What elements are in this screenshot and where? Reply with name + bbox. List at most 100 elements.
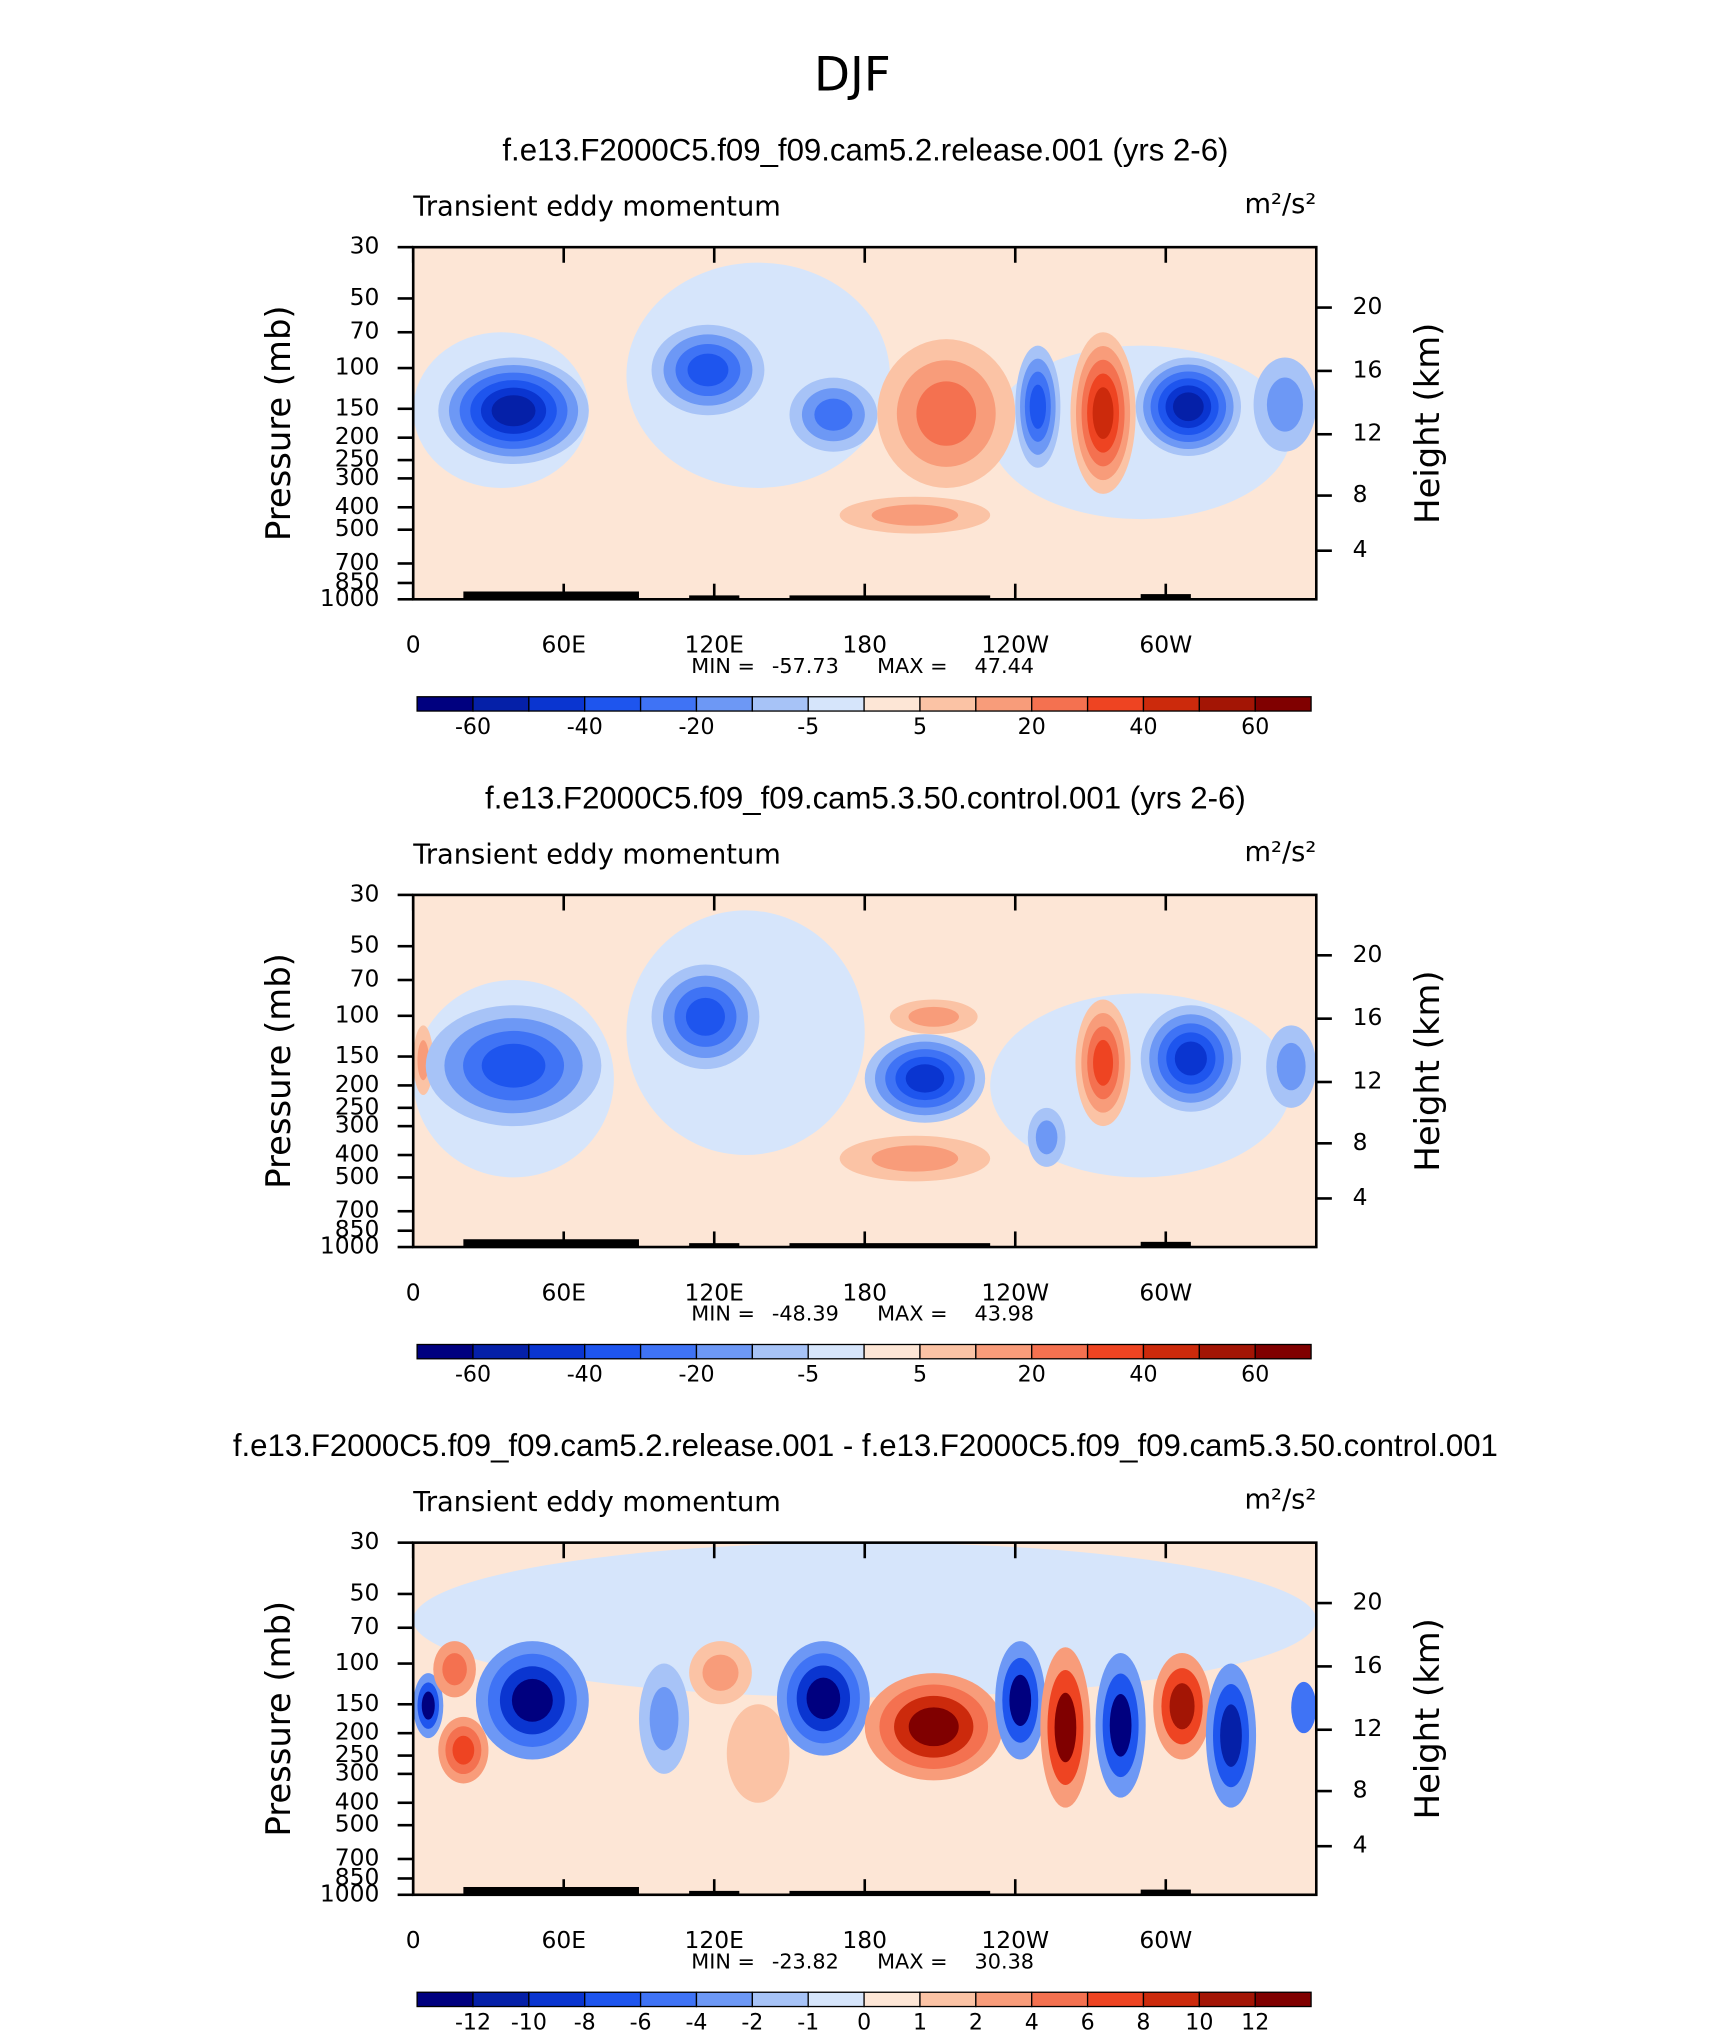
colorbar-box <box>639 1991 698 2008</box>
colorbar-box <box>975 1991 1033 2008</box>
colorbar-label: 5 <box>913 715 927 740</box>
colorbar-box <box>919 696 977 712</box>
colorbar-label: 20 <box>1018 1363 1046 1388</box>
colorbar-box <box>1254 1991 1312 2008</box>
y2-tick-label: 4 <box>1353 1831 1368 1859</box>
topography <box>563 591 639 600</box>
y2-axis-label: Height (km) <box>1408 1618 1447 1819</box>
left-label: Transient eddy momentum <box>412 1487 781 1518</box>
colorbar-label: -4 <box>685 2010 707 2035</box>
x-tick-label: 60E <box>541 631 586 659</box>
colorbar-box <box>584 696 642 712</box>
contour-field <box>413 894 1317 1248</box>
y-tick-label: 400 <box>335 1787 380 1815</box>
x-tick-label: 120W <box>981 1926 1049 1954</box>
colorbar-box <box>1142 1343 1200 1360</box>
colorbar-box <box>416 1991 474 2008</box>
contour-field <box>413 1542 1317 1895</box>
topography <box>789 1890 991 1895</box>
colorbar-box <box>863 1343 921 1360</box>
x-tick-label: 120E <box>685 1926 744 1954</box>
y2-tick-label: 16 <box>1353 1651 1383 1679</box>
x-tick-label: 60E <box>541 1278 586 1306</box>
colorbar-box <box>807 1991 865 2008</box>
contour-region <box>481 1043 546 1088</box>
colorbar-label: -20 <box>678 715 714 740</box>
contour-region <box>687 353 729 387</box>
colorbar-label: 60 <box>1241 715 1269 740</box>
topography <box>789 595 991 600</box>
colorbar-label: 2 <box>969 2010 983 2035</box>
y2-tick-label: 12 <box>1353 1714 1383 1742</box>
colorbar-box <box>919 1343 977 1360</box>
max-label: MAX = <box>877 1302 947 1326</box>
contour-region <box>1035 1120 1058 1155</box>
contour-region <box>1276 1042 1306 1091</box>
contour-region <box>413 1542 1317 1698</box>
y-tick-label: 1000 <box>320 1879 380 1907</box>
colorbar-label: -60 <box>455 1363 491 1388</box>
topography <box>563 1886 639 1895</box>
y-tick-label: 700 <box>335 548 380 576</box>
contour-region <box>1169 1683 1195 1730</box>
contour-region <box>1109 1693 1132 1757</box>
topography <box>463 1886 564 1895</box>
y-tick-label: 150 <box>335 393 380 421</box>
colorbar-label: -1 <box>797 2010 819 2035</box>
max-value: 47.44 <box>975 654 1034 678</box>
topography <box>463 591 564 600</box>
contour-region <box>702 1654 739 1691</box>
y-tick-label: 1000 <box>320 1232 380 1260</box>
colorbar-label: 4 <box>1025 2010 1039 2035</box>
contour-region <box>491 395 536 427</box>
colorbar-box <box>472 1343 530 1360</box>
y-axis-label: Pressure (mb) <box>259 1601 298 1837</box>
colorbar-label: -40 <box>567 715 603 740</box>
colorbar-box <box>416 1343 474 1360</box>
colorbar-label: 6 <box>1081 2010 1095 2035</box>
y2-tick-label: 16 <box>1353 1003 1383 1031</box>
contour-region <box>916 381 977 446</box>
contour-region <box>871 504 959 526</box>
colorbar-box <box>1198 696 1256 712</box>
y-tick-label: 200 <box>335 422 380 450</box>
max-value: 43.98 <box>975 1302 1034 1326</box>
colorbar-label: 60 <box>1241 1363 1269 1388</box>
x-tick-label: 60W <box>1139 1278 1192 1306</box>
colorbar-label: -20 <box>678 1363 714 1388</box>
topography <box>789 1243 991 1248</box>
y2-tick-label: 4 <box>1353 535 1368 563</box>
y2-tick-label: 16 <box>1353 355 1383 383</box>
colorbar-label: 5 <box>913 1363 927 1388</box>
contour-region <box>1174 1041 1207 1076</box>
x-tick-label: 60E <box>541 1926 586 1954</box>
colorbar-label: 8 <box>1136 2010 1150 2035</box>
y-tick-label: 50 <box>350 1578 380 1606</box>
x-tick-label: 0 <box>406 631 421 659</box>
plot-title: f.e13.F2000C5.f09_f09.cam5.3.50.control.… <box>485 780 1246 815</box>
colorbar-box <box>695 696 753 712</box>
contour-region <box>1172 392 1204 422</box>
colorbar-box <box>1254 1343 1312 1360</box>
y-tick-label: 300 <box>335 1758 380 1786</box>
y-tick-label: 300 <box>335 1111 380 1139</box>
y-tick-label: 30 <box>350 879 380 907</box>
min-value: -57.73 <box>772 654 839 678</box>
colorbar-label: -10 <box>511 2010 547 2035</box>
contour-region <box>814 398 853 431</box>
y2-tick-label: 12 <box>1353 419 1383 447</box>
colorbar-label: 40 <box>1129 715 1157 740</box>
x-tick-label: 120W <box>981 631 1049 659</box>
min-label: MIN = <box>691 1949 755 1973</box>
units-label: m²/s² <box>1244 837 1316 868</box>
units-label: m²/s² <box>1244 1485 1316 1516</box>
y2-tick-label: 8 <box>1353 1776 1368 1804</box>
y-tick-label: 850 <box>335 1215 380 1243</box>
contour-region <box>649 1687 679 1751</box>
units-label: m²/s² <box>1244 189 1316 220</box>
y-tick-label: 250 <box>335 1092 380 1120</box>
y-tick-label: 400 <box>335 492 380 520</box>
max-value: 30.38 <box>975 1949 1034 1973</box>
contour-region <box>871 1145 959 1172</box>
contour-region <box>1093 1039 1114 1086</box>
